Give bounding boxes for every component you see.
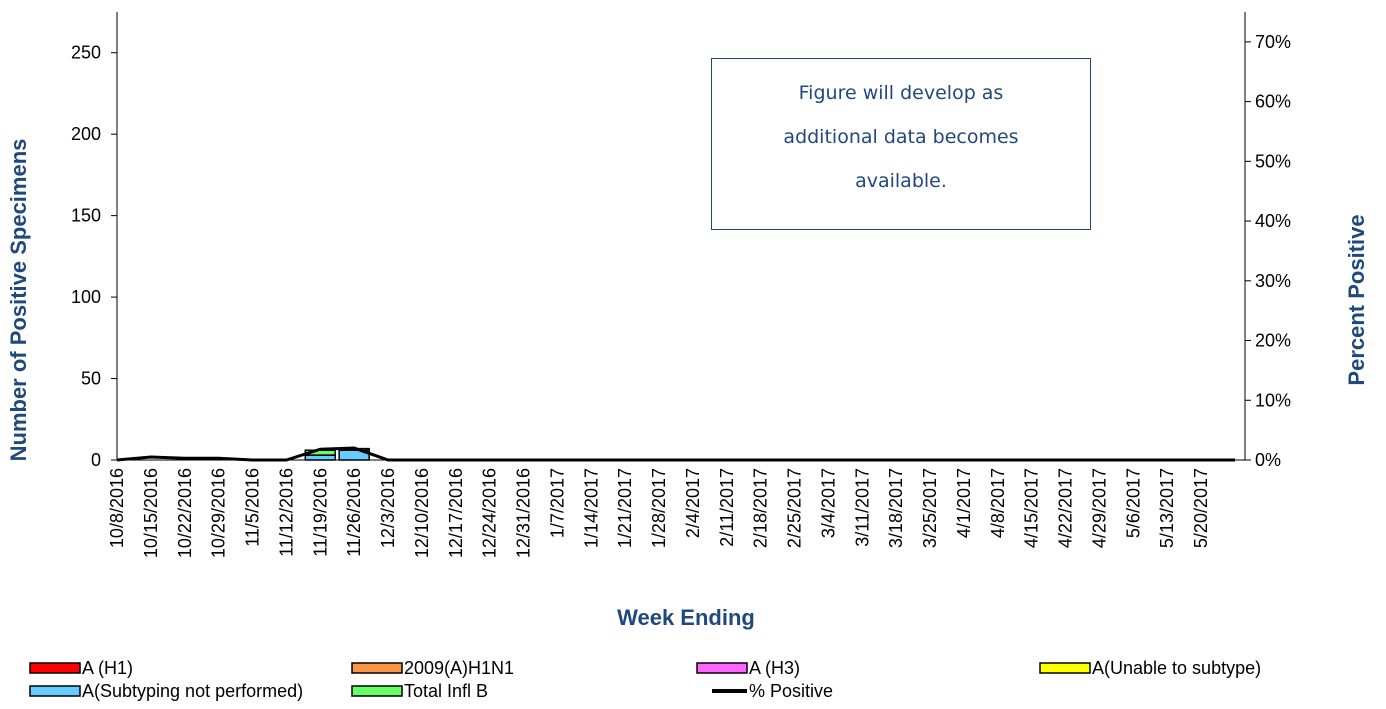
x-tick-label: 10/22/2016 bbox=[175, 468, 195, 558]
y2-tick-label: 0% bbox=[1255, 450, 1281, 470]
y-tick-label: 50 bbox=[81, 369, 101, 389]
y-tick-label: 100 bbox=[71, 287, 101, 307]
legend-swatch bbox=[1039, 662, 1091, 674]
y-tick-label: 250 bbox=[71, 43, 101, 63]
y2-tick-label: 40% bbox=[1255, 211, 1291, 231]
annotation: Figure will develop as additional data b… bbox=[711, 58, 1091, 230]
x-tick-label: 1/7/2017 bbox=[547, 468, 567, 538]
x-tick-label: 11/26/2016 bbox=[344, 468, 364, 557]
x-axis-title: Week Ending bbox=[617, 605, 755, 630]
legend-label: A(Unable to subtype) bbox=[1092, 658, 1261, 678]
x-tick-label: 5/6/2017 bbox=[1123, 468, 1143, 538]
x-tick-label: 1/21/2017 bbox=[615, 468, 635, 548]
x-tick-label: 10/15/2016 bbox=[141, 468, 161, 558]
x-tick-label: 11/12/2016 bbox=[276, 468, 296, 557]
x-tick-label: 3/4/2017 bbox=[818, 468, 838, 538]
x-tick-label: 12/31/2016 bbox=[514, 468, 534, 558]
legend-label: A(Subtyping not performed) bbox=[82, 681, 303, 701]
x-tick-label: 11/19/2016 bbox=[310, 468, 330, 557]
x-tick-label: 12/17/2016 bbox=[446, 468, 466, 558]
x-tick-label: 3/11/2017 bbox=[852, 468, 872, 547]
y2-tick-label: 10% bbox=[1255, 390, 1291, 410]
x-tick-label: 2/4/2017 bbox=[683, 468, 703, 538]
legend-label: A (H3) bbox=[749, 658, 800, 678]
x-tick-label: 4/1/2017 bbox=[954, 468, 974, 538]
x-tick-label: 2/25/2017 bbox=[785, 468, 805, 548]
x-tick-label: 10/8/2016 bbox=[107, 468, 127, 548]
y2-tick-label: 50% bbox=[1255, 151, 1291, 171]
x-tick-label: 3/25/2017 bbox=[920, 468, 940, 548]
x-tick-label: 1/14/2017 bbox=[581, 468, 601, 548]
y2-tick-label: 70% bbox=[1255, 32, 1291, 52]
y-tick-label: 0 bbox=[91, 450, 101, 470]
y-tick-label: 200 bbox=[71, 124, 101, 144]
x-tick-label: 1/28/2017 bbox=[649, 468, 669, 548]
x-tick-label: 5/13/2017 bbox=[1157, 468, 1177, 548]
x-tick-label: 2/18/2017 bbox=[751, 468, 771, 548]
x-tick-label: 3/18/2017 bbox=[886, 468, 906, 548]
legend-swatch bbox=[29, 662, 81, 674]
x-tick-label: 4/8/2017 bbox=[988, 468, 1008, 538]
legend-label: % Positive bbox=[749, 681, 833, 701]
x-tick-label: 12/10/2016 bbox=[412, 468, 432, 558]
y-tick-label: 150 bbox=[71, 206, 101, 226]
legend-swatch bbox=[351, 685, 403, 697]
x-tick-label: 2/11/2017 bbox=[717, 468, 737, 547]
y-axis-title: Number of Positive Specimens bbox=[6, 139, 31, 462]
legend-swatch bbox=[696, 662, 748, 674]
y2-tick-label: 60% bbox=[1255, 92, 1291, 112]
x-tick-label: 4/22/2017 bbox=[1056, 468, 1076, 548]
legend-swatch bbox=[29, 685, 81, 697]
legend-label: 2009(A)H1N1 bbox=[404, 658, 514, 678]
y2-tick-label: 20% bbox=[1255, 331, 1291, 351]
x-tick-label: 4/29/2017 bbox=[1089, 468, 1109, 548]
y2-axis-title: Percent Positive bbox=[1344, 214, 1369, 385]
legend-swatch bbox=[351, 662, 403, 674]
y2-tick-label: 30% bbox=[1255, 271, 1291, 291]
x-tick-label: 10/29/2016 bbox=[209, 468, 229, 558]
x-tick-label: 12/3/2016 bbox=[378, 468, 398, 548]
legend-label: Total Infl B bbox=[404, 681, 488, 701]
x-tick-label: 12/24/2016 bbox=[480, 468, 500, 558]
line bbox=[116, 446, 1235, 462]
x-tick-label: 11/5/2016 bbox=[243, 468, 263, 547]
legend-label: A (H1) bbox=[82, 658, 133, 678]
x-tick-label: 5/20/2017 bbox=[1191, 468, 1211, 548]
x-tick-label: 4/15/2017 bbox=[1022, 468, 1042, 548]
